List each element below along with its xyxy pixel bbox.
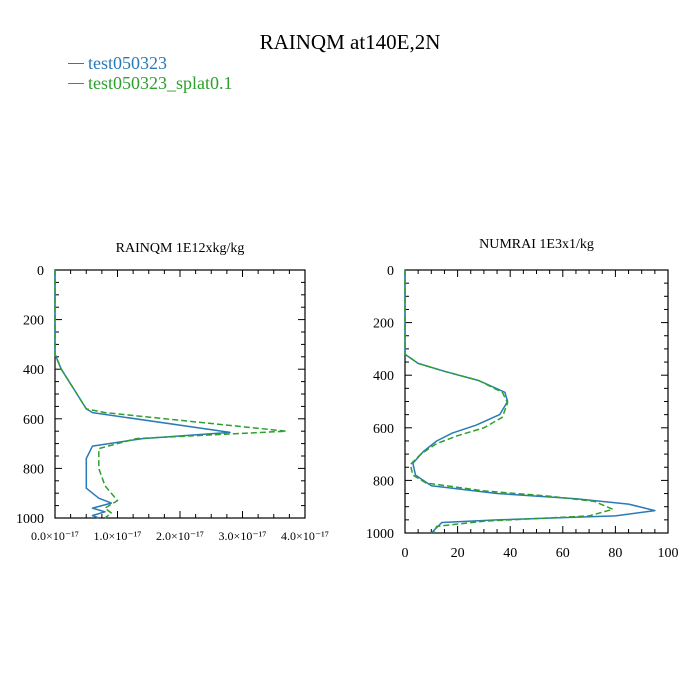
series-line-1 <box>54 270 231 519</box>
chart-panel-numrai: NUMRAI 1E3x1/kg 0 200 400 600 800 1000 0 20 40 60 8… <box>366 237 679 561</box>
series-line-2 <box>54 270 287 519</box>
series-line-1 <box>404 270 656 534</box>
y-tick-label: 600 <box>373 422 394 437</box>
y-tick-label: 800 <box>23 462 44 477</box>
y-tick-label: 200 <box>373 317 394 332</box>
panel-title: NUMRAI 1E3x1/kg <box>479 237 594 252</box>
y-tick-label: 800 <box>373 474 394 489</box>
plot-frame <box>404 269 669 534</box>
legend-line-2 <box>68 83 84 85</box>
series-line-2 <box>404 270 614 534</box>
x-tick-label: 20 <box>451 546 465 561</box>
y-tick-label: 1000 <box>366 527 394 542</box>
legend-item-2: test050323_splat0.1 <box>68 73 233 94</box>
x-tick-label: 100 <box>658 546 679 561</box>
y-tick-label: 400 <box>23 363 44 378</box>
x-tick-label: 60 <box>556 546 570 561</box>
y-tick-label: 0 <box>37 264 44 279</box>
y-tick-label: 200 <box>23 314 44 329</box>
x-tick-label: 0 <box>402 546 409 561</box>
x-tick-label: 3.0×10⁻¹⁷ <box>219 529 267 543</box>
x-tick-label: 80 <box>608 546 622 561</box>
x-tick-label: 1.0×10⁻¹⁷ <box>94 529 142 543</box>
x-tick-label: 40 <box>503 546 517 561</box>
panel-title: RAINQM 1E12xkg/kg <box>116 241 245 256</box>
y-tick-label: 1000 <box>16 512 44 527</box>
y-tick-label: 400 <box>373 369 394 384</box>
x-tick-label: 4.0×10⁻¹⁷ <box>281 529 329 543</box>
page-title: RAINQM at140E,2N <box>259 30 441 54</box>
y-tick-label: 0 <box>387 264 394 279</box>
x-tick-label: 2.0×10⁻¹⁷ <box>156 529 204 543</box>
x-tick-label: 0.0×10⁻¹⁷ <box>31 529 79 543</box>
legend-label-1: test050323 <box>88 53 167 73</box>
y-tick-label: 600 <box>23 413 44 428</box>
chart-panel-rainqm: RAINQM 1E12xkg/kg 0 200 400 600 800 1000 0.0×10… <box>16 241 329 543</box>
legend-line-1 <box>68 63 84 65</box>
plot-frame <box>54 269 306 519</box>
legend-label-2: test050323_splat0.1 <box>88 73 233 93</box>
legend-item-1: test050323 <box>68 53 167 74</box>
